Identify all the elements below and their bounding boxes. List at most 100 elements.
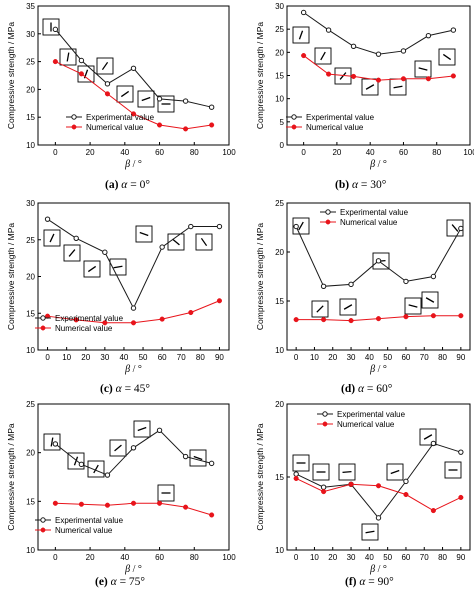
x-tick-label: 80 <box>196 353 205 362</box>
y-tick-label: 35 <box>26 2 35 11</box>
specimen-crack-icon <box>116 85 134 103</box>
plot-frame <box>37 403 230 551</box>
x-tick-label: 80 <box>190 553 199 562</box>
data-point-experimental <box>188 223 194 230</box>
data-point-experimental <box>102 249 108 255</box>
x-tick-label: 50 <box>383 553 392 562</box>
legend-item: Experimental value <box>317 410 406 419</box>
data-point-experimental <box>403 278 409 285</box>
specimen-crack-icon <box>96 57 114 75</box>
plot-frame <box>37 5 230 146</box>
data-point-numerical <box>78 71 84 77</box>
legend-marker <box>325 209 331 215</box>
y-axis-label: Compressive strength / MPa <box>255 223 265 331</box>
subfigure-caption: (b) α = 30° <box>335 179 387 191</box>
data-point-experimental <box>52 441 59 447</box>
data-point-experimental <box>78 57 85 64</box>
x-tick-label: 0 <box>301 148 306 157</box>
x-tick-label: 90 <box>456 353 465 362</box>
y-tick-label: 20 <box>275 48 284 57</box>
data-point-numerical <box>375 483 382 489</box>
data-point-experimental <box>320 484 327 490</box>
x-tick-label: 70 <box>177 353 186 362</box>
specimen-crack-icon <box>414 60 432 78</box>
x-tick-label: 30 <box>347 553 356 562</box>
data-point-numerical <box>321 317 327 323</box>
specimen-crack-icon <box>361 78 379 96</box>
y-axis-label: Compressive strength / MPa <box>6 22 16 130</box>
x-tick-label: 100 <box>222 148 236 157</box>
data-point-experimental <box>208 104 215 110</box>
chart-b: 0 20 40 60 80 100 0 5 10 15 20 25 30 Compressive stre… <box>255 2 474 191</box>
x-tick-label: 60 <box>158 353 167 362</box>
y-tick-label: 10 <box>26 346 35 355</box>
x-tick-label: 20 <box>86 148 95 157</box>
x-tick-label: 20 <box>328 353 337 362</box>
y-tick-label: 15 <box>26 497 35 506</box>
x-tick-label: 80 <box>432 148 441 157</box>
data-point-experimental <box>400 48 407 54</box>
data-point-experimental <box>52 26 59 33</box>
legend-marker <box>40 527 46 533</box>
x-tick-label: 80 <box>438 353 447 362</box>
legend-marker <box>71 124 77 130</box>
x-tick-label: 60 <box>401 553 410 562</box>
data-point-numerical <box>159 316 165 322</box>
x-tick-label: 0 <box>45 353 50 362</box>
x-tick-label: 60 <box>401 353 410 362</box>
x-tick-label: 30 <box>347 353 356 362</box>
data-point-numerical <box>209 122 215 128</box>
x-tick-label: 10 <box>310 353 319 362</box>
data-point-numerical <box>348 481 354 487</box>
y-axis-label: Compressive strength / MPa <box>6 423 16 531</box>
data-point-experimental <box>430 273 437 280</box>
series-line-experimental <box>295 442 462 519</box>
legend-label: Numerical value <box>86 123 144 132</box>
y-tick-label: 30 <box>275 2 284 11</box>
data-point-experimental <box>130 445 137 451</box>
legend-label: Experimental value <box>55 516 124 525</box>
specimen-crack-icon <box>59 48 77 66</box>
y-tick-label: 25 <box>26 400 35 409</box>
chart-d: 0 10 20 30 40 50 60 70 80 90 10 15 20 25 Compressive s… <box>255 199 471 395</box>
x-tick-label: 0 <box>53 553 58 562</box>
data-point-numerical <box>130 500 137 506</box>
data-point-numerical <box>209 512 215 518</box>
data-point-numerical <box>293 317 299 323</box>
y-tick-label: 20 <box>26 273 35 282</box>
x-tick-label: 60 <box>155 553 164 562</box>
data-point-numerical <box>78 501 84 507</box>
legend-item: Experimental value <box>35 314 124 323</box>
data-point-experimental <box>458 225 464 232</box>
data-point-numerical <box>430 313 436 319</box>
subfigure-caption: (a) α = 0° <box>105 179 150 191</box>
data-point-numerical <box>104 91 111 97</box>
specimen-crack-icon <box>292 26 310 44</box>
data-point-experimental <box>293 471 299 477</box>
specimen-crack-icon <box>386 463 404 481</box>
data-point-numerical <box>183 504 189 510</box>
data-point-experimental <box>130 65 137 71</box>
y-tick-label: 10 <box>275 95 284 104</box>
data-point-numerical <box>321 489 327 495</box>
x-tick-label: 40 <box>119 353 128 362</box>
data-point-experimental <box>325 27 332 33</box>
data-point-experimental <box>73 235 79 241</box>
x-tick-label: 60 <box>155 148 164 157</box>
specimen-crack-icon <box>312 463 330 481</box>
specimen-crack-icon <box>419 428 437 446</box>
data-point-numerical <box>450 73 456 79</box>
data-point-experimental <box>350 43 357 50</box>
legend-item: Experimental value <box>35 516 124 525</box>
y-tick-label: 15 <box>275 473 284 482</box>
data-point-numerical <box>458 313 464 319</box>
x-tick-label: 40 <box>365 353 374 362</box>
y-tick-label: 25 <box>275 199 284 208</box>
x-tick-label: 50 <box>139 353 148 362</box>
data-point-numerical <box>52 500 58 506</box>
x-tick-label: 20 <box>332 148 341 157</box>
x-tick-label: 70 <box>420 353 429 362</box>
y-tick-label: 20 <box>26 449 35 458</box>
data-point-numerical <box>301 53 307 59</box>
subfigure-caption: (f) α = 90° <box>345 576 394 588</box>
